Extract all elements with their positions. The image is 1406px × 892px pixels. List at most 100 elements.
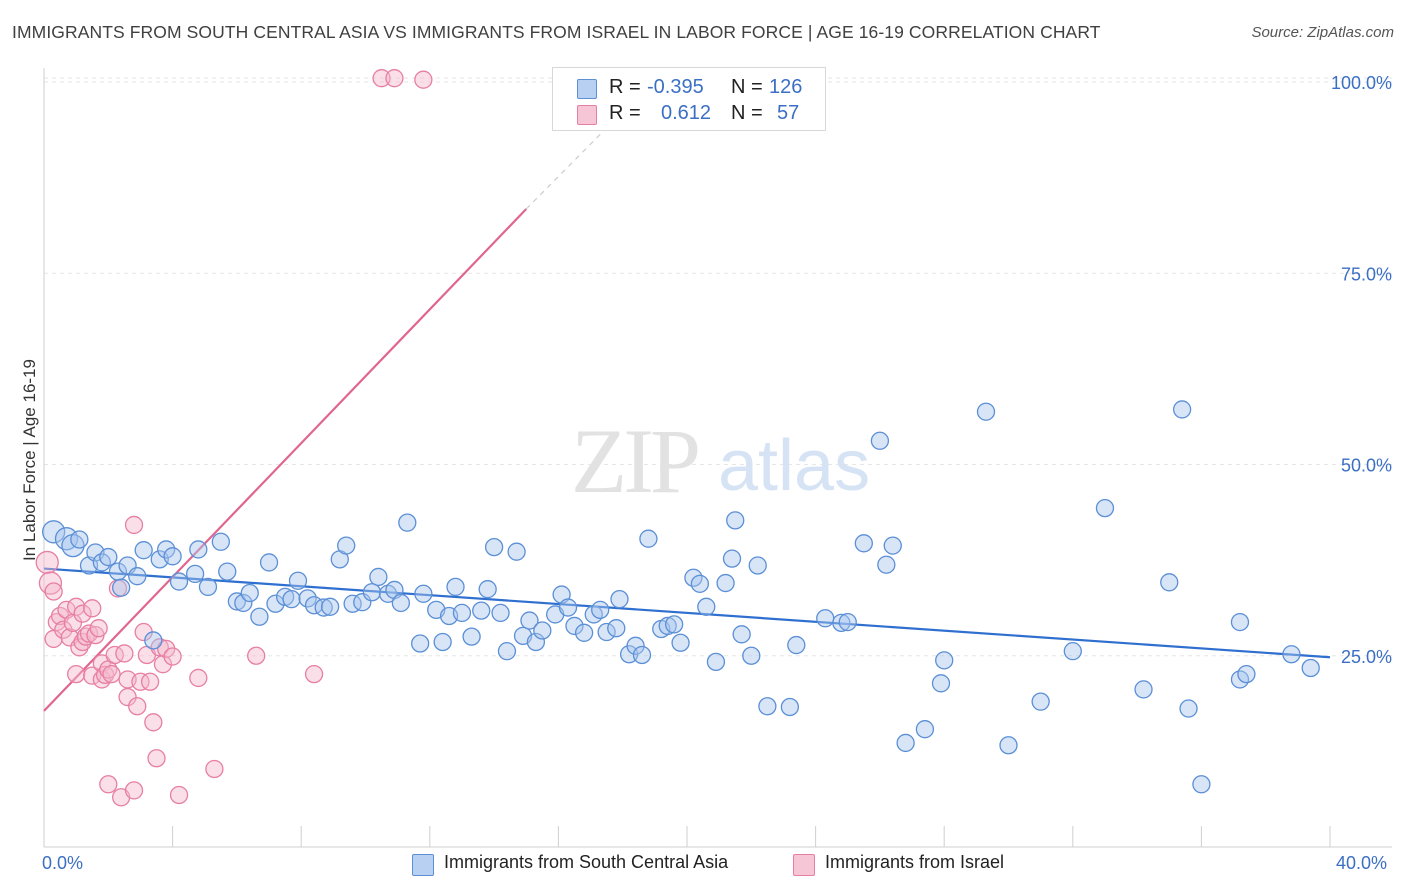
data-point-israel [247,646,266,665]
chart-title: IMMIGRANTS FROM SOUTH CENTRAL ASIA VS IM… [12,22,1101,42]
data-point-south-central-asia [484,537,504,557]
bottom-legend-label: Immigrants from South Central Asia [444,852,729,872]
data-point-south-central-asia [976,402,996,421]
legend-r-label: R = [609,102,641,124]
data-point-south-central-asia [337,536,356,555]
data-point-south-central-asia [1031,692,1050,711]
legend-n-value: 57 [777,102,800,124]
legend-swatch-blue [577,79,597,99]
legend: R = -0.395 N = 126 R = 0.612 N = 57 [552,67,826,131]
data-point-south-central-asia [391,593,411,613]
data-point-israel [118,687,137,707]
data-point-south-central-asia [896,733,915,753]
legend-n-label: N = [731,76,763,98]
data-point-south-central-asia [218,562,237,581]
data-point-south-central-asia [690,574,710,593]
data-point-israel [44,582,63,601]
data-point-south-central-asia [748,556,767,575]
data-point-south-central-asia [234,593,253,613]
data-point-israel [169,785,189,805]
data-point-israel [83,666,102,685]
legend-r-label: R = [609,76,641,98]
data-point-israel [140,672,160,691]
bottom-legend: Immigrants from South Central Asia Immig… [0,852,1406,878]
trend-line-israel-extension [525,127,608,210]
data-point-south-central-asia [915,720,935,739]
data-point-south-central-asia [282,589,301,609]
data-point-south-central-asia [112,578,131,597]
data-point-israel [147,749,166,768]
data-point-south-central-asia [144,631,163,650]
data-point-south-central-asia [250,607,269,626]
data-point-south-central-asia [298,589,317,608]
data-point-south-central-asia [462,627,481,646]
x-tick-left: 0.0% [42,853,84,873]
data-point-south-central-asia [854,534,873,553]
data-point-south-central-asia [411,634,430,653]
data-point-israel [372,69,391,88]
data-point-south-central-asia [626,636,645,655]
data-point-israel [124,515,144,535]
x-tick-right: 40.0% [1336,853,1388,873]
data-point-israel [385,69,404,88]
data-point-south-central-asia [398,513,417,532]
data-point-south-central-asia [189,540,208,559]
data-point-south-central-asia [671,633,690,652]
data-point-south-central-asia [240,583,259,603]
data-point-south-central-asia [491,603,510,623]
data-point-israel [153,655,173,674]
data-point-south-central-asia [1282,645,1301,664]
chart-source: Source: ZipAtlas.com [1251,24,1394,41]
axes [43,68,1392,848]
data-point-south-central-asia [1179,699,1198,718]
trend-line-israel [43,208,528,712]
data-point-israel [67,597,86,616]
data-point-south-central-asia [632,645,652,665]
data-point-south-central-asia [722,549,742,568]
data-point-south-central-asia [472,601,491,620]
data-point-south-central-asia [128,567,147,586]
trend-line-south-central-asia [43,567,1331,659]
data-point-south-central-asia [320,597,340,616]
data-point-south-central-asia [877,555,896,574]
data-point-south-central-asia [288,571,308,590]
data-point-south-central-asia [558,598,578,617]
data-point-south-central-asia [1160,573,1179,592]
data-point-israel [163,647,182,666]
data-point-israel [73,604,92,623]
data-point-south-central-asia [726,511,745,530]
legend-n-value: 126 [769,76,803,98]
data-point-south-central-asia [533,621,552,640]
y-tick-label: 25.0% [1341,647,1392,667]
data-point-south-central-asia [478,580,497,599]
data-point-israel [144,713,163,732]
data-point-south-central-asia [883,536,902,555]
bottom-legend-swatch-blue [412,854,434,876]
data-point-south-central-asia [157,540,176,559]
data-point-israel [124,781,144,800]
y-tick-label: 50.0% [1341,456,1392,476]
data-point-south-central-asia [697,597,716,616]
data-point-south-central-asia [211,532,230,551]
bottom-legend-label: Immigrants from Israel [825,852,1005,872]
data-point-south-central-asia [526,632,546,652]
data-point-south-central-asia [433,632,452,652]
data-point-south-central-asia [816,609,835,628]
legend-n-label: N = [731,102,763,124]
y-tick-labels: 25.0% 50.0% 75.0% 100.0% [1331,73,1392,667]
data-point-south-central-asia [787,635,806,655]
data-point-south-central-asia [1230,612,1250,632]
data-point-south-central-asia [758,697,777,716]
data-point-south-central-asia [591,600,610,619]
data-point-israel [115,644,134,663]
data-point-south-central-asia [610,589,629,609]
data-point-south-central-asia [446,577,465,597]
data-point-south-central-asia [227,592,247,611]
data-point-south-central-asia [597,622,616,642]
data-point-south-central-asia [1063,642,1082,661]
data-point-south-central-asia [565,616,584,636]
trend-lines [43,127,1331,712]
data-point-israel [128,697,147,716]
legend-swatch-pink [577,105,597,125]
y-tick-label: 75.0% [1341,264,1392,284]
